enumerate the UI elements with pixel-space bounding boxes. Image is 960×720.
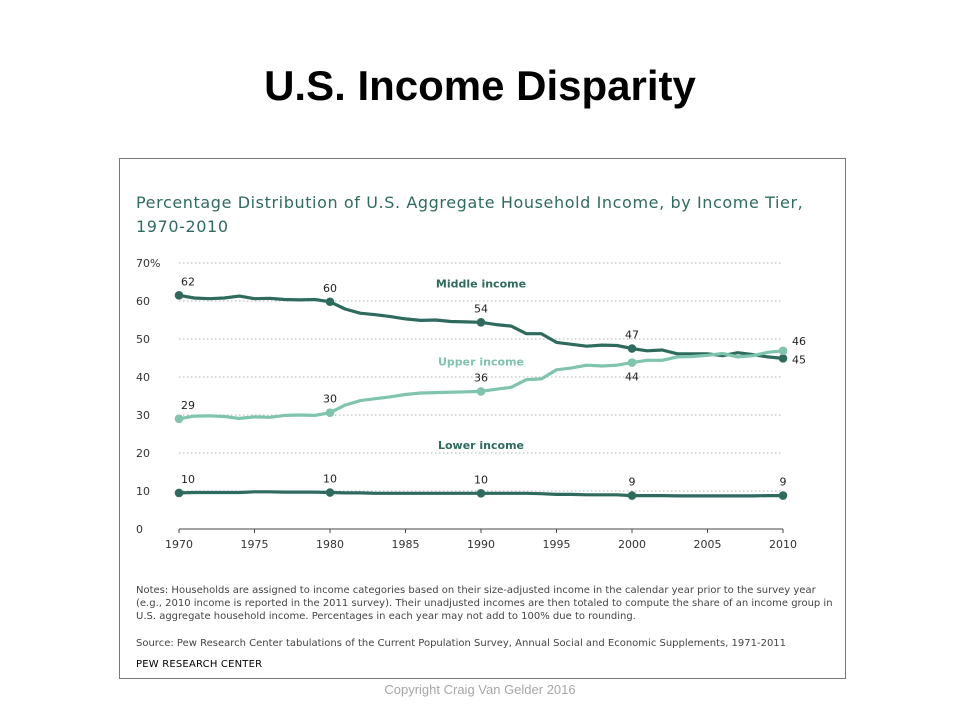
data-point (778, 491, 788, 500)
data-label: 54 (474, 302, 488, 315)
data-label: 30 (323, 393, 337, 406)
x-tick-label: 1995 (543, 538, 571, 551)
x-tick-label: 1980 (316, 538, 344, 551)
data-label: 9 (629, 476, 636, 489)
data-point (476, 387, 486, 396)
copyright-text: Copyright Craig Van Gelder 2016 (384, 682, 576, 697)
data-point (174, 291, 184, 300)
chart-notes: Notes: Households are assigned to income… (136, 585, 833, 622)
data-point (476, 488, 486, 498)
data-point (325, 408, 335, 418)
y-tick-label: 40 (136, 371, 150, 384)
data-label: 60 (323, 282, 337, 295)
data-label: 10 (323, 473, 337, 486)
data-point (325, 488, 335, 497)
line-chart: 0 10 20 30 40 50 60 70% 1970 1975 1980 1985 1990 1995… (136, 257, 806, 551)
chart-source: Source: Pew Research Center tabulations … (136, 638, 787, 649)
data-label: 47 (625, 329, 639, 342)
data-label: 46 (792, 335, 806, 348)
data-point (778, 346, 788, 356)
data-point (174, 488, 184, 498)
x-tick-label: 1985 (392, 538, 420, 551)
data-label: 10 (181, 473, 195, 486)
data-label: 36 (474, 371, 488, 384)
data-point (174, 414, 184, 424)
data-point (627, 358, 637, 367)
y-tick-label: 50 (136, 333, 150, 346)
data-point (627, 344, 637, 353)
x-tick-label: 1990 (467, 538, 495, 551)
data-label: 44 (625, 371, 639, 384)
x-tick-label: 1975 (241, 538, 269, 551)
data-label: 45 (792, 353, 806, 366)
y-tick-label: 0 (136, 523, 143, 536)
x-tick-label: 2000 (618, 538, 646, 551)
x-tick-label: 2005 (694, 538, 722, 551)
slide-title: U.S. Income Disparity (264, 62, 696, 109)
data-point (476, 317, 486, 327)
data-label: 10 (474, 473, 488, 486)
data-point (627, 491, 637, 500)
y-tick-label: 30 (136, 409, 150, 422)
data-point (325, 297, 335, 307)
series-label: Lower income (438, 439, 524, 452)
data-point (778, 354, 788, 363)
series-label: Upper income (438, 356, 524, 369)
y-tick-label: 60 (136, 295, 150, 308)
data-label: 9 (780, 476, 787, 489)
y-tick-label: 20 (136, 447, 150, 460)
y-tick-label: 10 (136, 485, 150, 498)
organization-label: PEW RESEARCH CENTER (136, 659, 263, 670)
data-label: 29 (181, 399, 195, 412)
series-label: Middle income (436, 278, 526, 291)
chart-frame: Percentage Distribution of U.S. Aggregat… (119, 158, 846, 679)
y-tick-label: 70% (136, 257, 160, 270)
chart-title: Percentage Distribution of U.S. Aggregat… (136, 193, 804, 236)
data-label: 62 (181, 275, 195, 288)
x-tick-label: 2010 (769, 538, 797, 551)
x-tick-label: 1970 (165, 538, 193, 551)
